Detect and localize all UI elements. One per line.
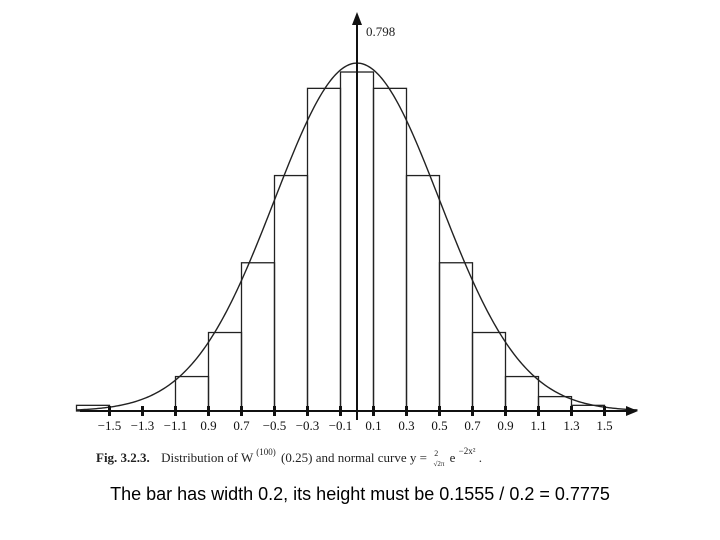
x-tick-label: −1.5 <box>98 418 122 433</box>
histogram-bar <box>207 331 243 412</box>
histogram-bar <box>174 375 210 412</box>
histogram-bar <box>438 262 474 412</box>
histogram-bar <box>405 174 441 412</box>
caption-text-b: (0.25) and normal curve y = <box>281 450 427 465</box>
caption-exp-power: −2x² <box>459 446 476 456</box>
x-tick-label: 0.9 <box>200 418 216 433</box>
histogram-figure: −1.5 −1.3 −1.1 0.9 0.7 −0.5 −0.3 −0.1 0.1 0.3 0.5 0… <box>75 12 638 469</box>
x-tick-label: 1.1 <box>530 418 546 433</box>
caption-fig-label: Fig. 3.2.3. <box>96 450 150 465</box>
caption-text-a: Distribution of W <box>161 450 254 465</box>
x-tick-label: 1.5 <box>596 418 612 433</box>
caption-fraction-num: 2 <box>434 449 438 458</box>
caption-superscript: (100) <box>256 447 276 457</box>
histogram-bar <box>537 395 573 412</box>
x-tick-label: 0.9 <box>497 418 513 433</box>
x-tick-label: 0.3 <box>398 418 414 433</box>
figure-caption: Fig. 3.2.3. Distribution of W (100) (0.2… <box>96 442 482 469</box>
caption-end: . <box>479 450 482 465</box>
x-tick-label: 0.7 <box>464 418 481 433</box>
x-tick-label: −1.3 <box>131 418 155 433</box>
caption-fraction-den: √2π <box>433 460 444 468</box>
x-tick-label: 1.3 <box>563 418 579 433</box>
x-tick-label: −0.5 <box>263 418 287 433</box>
x-axis-ticks <box>108 406 606 416</box>
peak-value-label: 0.798 <box>366 24 395 39</box>
histogram-bar <box>240 262 276 412</box>
x-tick-label: −0.1 <box>329 418 353 433</box>
histogram-bar <box>273 174 309 412</box>
x-tick-label: 0.1 <box>365 418 381 433</box>
y-axis-arrow <box>352 12 362 25</box>
x-tick-label: −1.1 <box>164 418 188 433</box>
x-tick-label: 0.5 <box>431 418 447 433</box>
x-axis-tick-labels: −1.5 −1.3 −1.1 0.9 0.7 −0.5 −0.3 −0.1 0.1 0.3 0.5 0… <box>98 418 613 433</box>
x-tick-label: 0.7 <box>233 418 250 433</box>
caption-exp-base: e <box>450 450 456 465</box>
x-tick-label: −0.3 <box>296 418 320 433</box>
histogram-bar <box>306 87 342 412</box>
explanation-note: The bar has width 0.2, its height must b… <box>110 484 610 504</box>
histogram-bar <box>504 375 540 412</box>
histogram-bar <box>372 87 408 412</box>
histogram-bars <box>75 71 606 412</box>
x-axis-arrow <box>626 406 638 416</box>
histogram-bar <box>471 331 507 412</box>
